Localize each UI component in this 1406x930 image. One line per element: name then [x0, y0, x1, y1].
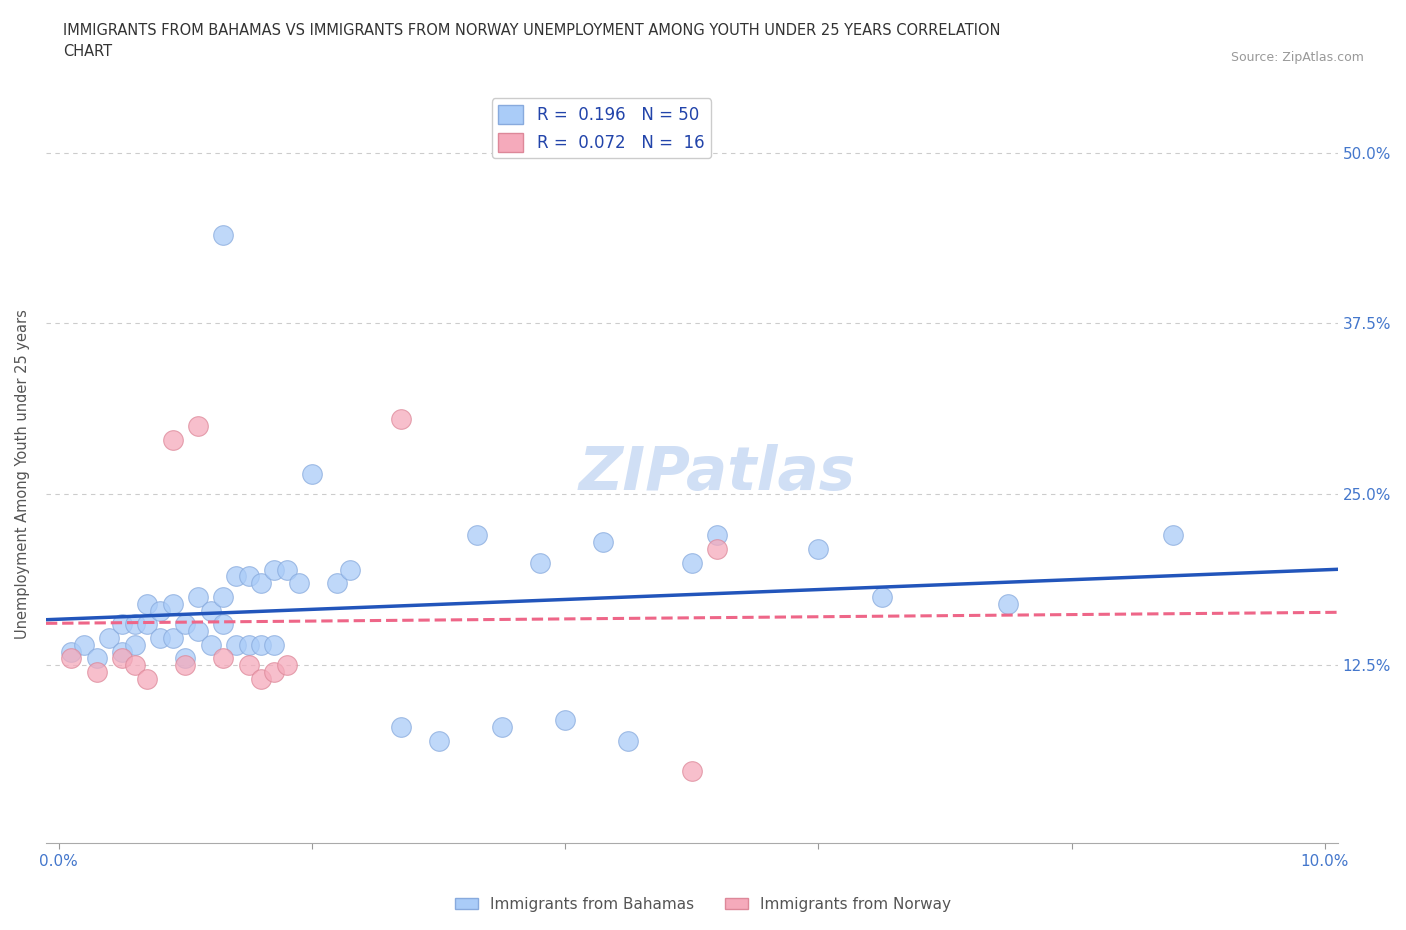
Text: Source: ZipAtlas.com: Source: ZipAtlas.com: [1230, 51, 1364, 64]
Point: [136, 596, 159, 611]
Point: [124, 617, 146, 631]
Point: [111, 617, 134, 631]
Point: [301, 467, 323, 482]
Point: [807, 541, 830, 556]
Point: [174, 617, 197, 631]
Point: [238, 569, 260, 584]
Point: [149, 604, 172, 618]
Point: [60, 651, 83, 666]
Point: [389, 412, 412, 427]
Point: [136, 617, 159, 631]
Point: [465, 528, 488, 543]
Point: [529, 555, 551, 570]
Point: [238, 637, 260, 652]
Point: [124, 637, 146, 652]
Point: [225, 637, 247, 652]
Point: [389, 720, 412, 735]
Y-axis label: Unemployment Among Youth under 25 years: Unemployment Among Youth under 25 years: [15, 309, 30, 639]
Point: [60, 644, 83, 659]
Point: [250, 637, 273, 652]
Point: [681, 555, 703, 570]
Point: [276, 562, 298, 577]
Point: [86, 665, 108, 680]
Point: [86, 651, 108, 666]
Text: ZIPatlas: ZIPatlas: [579, 445, 856, 503]
Point: [1161, 528, 1184, 543]
Text: IMMIGRANTS FROM BAHAMAS VS IMMIGRANTS FROM NORWAY UNEMPLOYMENT AMONG YOUTH UNDER: IMMIGRANTS FROM BAHAMAS VS IMMIGRANTS FR…: [63, 23, 1001, 60]
Point: [617, 733, 640, 748]
Point: [238, 658, 260, 672]
Point: [187, 418, 209, 433]
Point: [592, 535, 614, 550]
Point: [276, 658, 298, 672]
Point: [288, 576, 311, 591]
Point: [174, 658, 197, 672]
Point: [339, 562, 361, 577]
Point: [706, 528, 728, 543]
Point: [554, 712, 576, 727]
Legend: Immigrants from Bahamas, Immigrants from Norway: Immigrants from Bahamas, Immigrants from…: [449, 891, 957, 918]
Point: [187, 624, 209, 639]
Point: [212, 227, 235, 242]
Point: [250, 576, 273, 591]
Point: [149, 631, 172, 645]
Point: [162, 631, 184, 645]
Point: [98, 631, 121, 645]
Point: [225, 569, 247, 584]
Point: [162, 596, 184, 611]
Point: [263, 637, 285, 652]
Point: [174, 651, 197, 666]
Point: [706, 541, 728, 556]
Legend: R =  0.196   N = 50, R =  0.072   N =  16: R = 0.196 N = 50, R = 0.072 N = 16: [492, 99, 711, 158]
Point: [263, 562, 285, 577]
Point: [427, 733, 450, 748]
Point: [200, 637, 222, 652]
Point: [136, 671, 159, 686]
Point: [491, 720, 513, 735]
Point: [212, 590, 235, 604]
Point: [73, 637, 96, 652]
Point: [997, 596, 1019, 611]
Point: [326, 576, 349, 591]
Point: [187, 590, 209, 604]
Point: [870, 590, 893, 604]
Point: [200, 604, 222, 618]
Point: [250, 671, 273, 686]
Point: [124, 658, 146, 672]
Point: [111, 651, 134, 666]
Point: [162, 432, 184, 447]
Point: [681, 764, 703, 778]
Point: [111, 644, 134, 659]
Point: [263, 665, 285, 680]
Point: [212, 651, 235, 666]
Point: [212, 617, 235, 631]
